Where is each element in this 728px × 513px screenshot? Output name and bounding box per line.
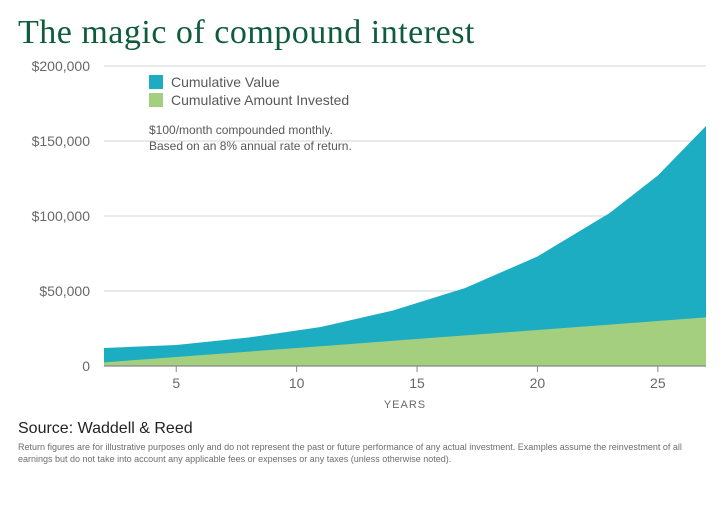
- legend-label: Cumulative Amount Invested: [171, 92, 349, 108]
- svg-text:0: 0: [82, 358, 90, 374]
- svg-text:YEARS: YEARS: [384, 399, 426, 411]
- svg-text:$200,000: $200,000: [32, 58, 91, 74]
- note-line-2: Based on an 8% annual rate of return.: [149, 138, 352, 154]
- svg-text:15: 15: [409, 375, 425, 391]
- chart-note: $100/month compounded monthly. Based on …: [149, 122, 352, 154]
- svg-text:20: 20: [530, 375, 546, 391]
- disclaimer-text: Return figures are for illustrative purp…: [18, 442, 710, 465]
- legend-swatch-cumulative-value: [149, 75, 163, 89]
- compound-interest-chart: 0 $50,000 $100,000 $150,000 $200,000 5 10 15 20 2…: [14, 56, 714, 416]
- svg-text:5: 5: [172, 375, 180, 391]
- svg-text:$100,000: $100,000: [32, 208, 91, 224]
- legend-item-cumulative-value: Cumulative Value: [149, 74, 349, 90]
- legend-item-cumulative-invested: Cumulative Amount Invested: [149, 92, 349, 108]
- page-title: The magic of compound interest: [18, 14, 728, 52]
- svg-text:25: 25: [650, 375, 666, 391]
- svg-text:$150,000: $150,000: [32, 133, 91, 149]
- legend-label: Cumulative Value: [171, 74, 280, 90]
- svg-text:$50,000: $50,000: [39, 283, 90, 299]
- chart-svg: 0 $50,000 $100,000 $150,000 $200,000 5 10 15 20 2…: [14, 56, 714, 416]
- chart-legend: Cumulative Value Cumulative Amount Inves…: [149, 74, 349, 110]
- svg-text:10: 10: [289, 375, 305, 391]
- source-text: Source: Waddell & Reed: [18, 420, 728, 438]
- note-line-1: $100/month compounded monthly.: [149, 122, 352, 138]
- legend-swatch-cumulative-invested: [149, 93, 163, 107]
